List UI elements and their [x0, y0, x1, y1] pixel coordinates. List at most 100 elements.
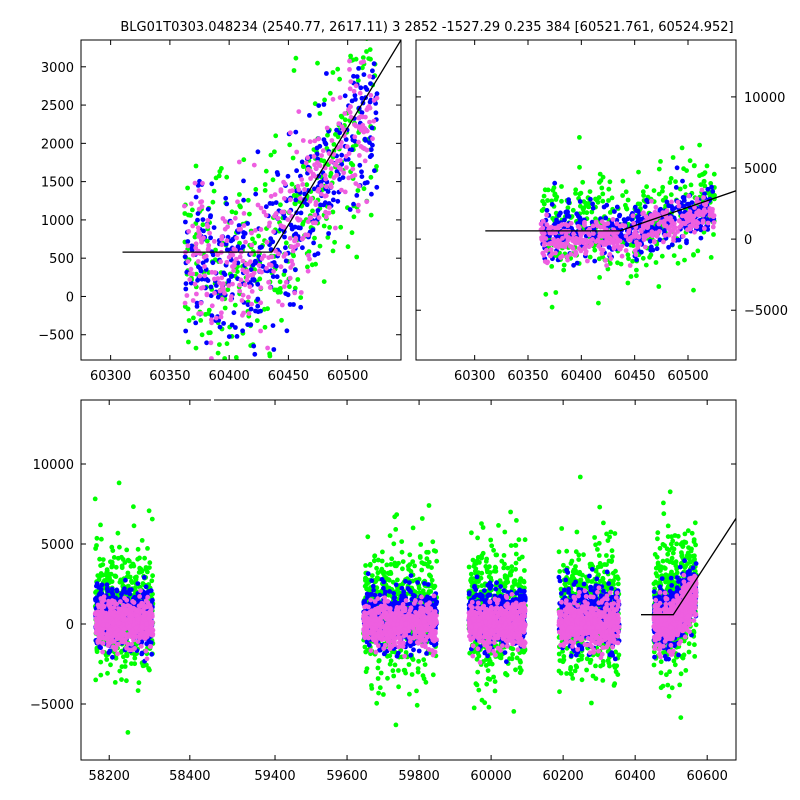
data-point-blue [217, 324, 223, 330]
data-point-green [698, 182, 704, 188]
data-point-green [132, 661, 138, 667]
data-point-green [272, 287, 278, 293]
data-point-magenta [671, 235, 676, 241]
data-point-green [190, 207, 195, 213]
data-point-green [132, 655, 138, 661]
data-point-green [267, 353, 273, 359]
data-point-magenta [100, 649, 105, 655]
data-point-blue [253, 191, 259, 197]
data-point-magenta [194, 291, 199, 297]
data-point-green [149, 516, 155, 522]
data-point-green [559, 184, 564, 189]
data-point-blue [552, 180, 558, 186]
data-point-magenta [633, 229, 638, 234]
data-point-magenta [700, 220, 706, 225]
data-point-blue [387, 589, 392, 594]
data-point-magenta [264, 239, 270, 245]
data-point-magenta [573, 235, 579, 241]
y-tick-label: −5000 [744, 304, 788, 319]
data-point-green [124, 547, 130, 553]
data-point-magenta [278, 188, 284, 194]
data-point-green [313, 261, 318, 267]
data-point-magenta [622, 223, 628, 229]
data-point-magenta [711, 220, 717, 226]
x-tick-label: 60300 [454, 369, 495, 384]
data-point-blue [273, 200, 279, 206]
data-point-blue [194, 304, 200, 309]
data-point-magenta [119, 613, 125, 619]
data-point-blue [296, 225, 301, 231]
data-point-magenta [261, 253, 267, 259]
data-point-green [327, 90, 333, 96]
data-point-magenta [368, 92, 374, 98]
data-point-magenta [126, 624, 132, 630]
data-point-magenta [242, 282, 248, 288]
data-point-magenta [617, 223, 623, 229]
data-point-magenta [94, 611, 99, 616]
panel-top-left: 60300 60350 60400 60450 60500−50005001000150… [38, 39, 402, 384]
data-point-magenta [649, 198, 654, 204]
data-point-magenta [310, 172, 316, 178]
x-tick-label: 60400 [208, 369, 249, 384]
data-point-magenta [652, 239, 657, 245]
data-point-magenta [241, 211, 247, 216]
data-point-magenta [568, 221, 574, 226]
data-point-green [272, 149, 277, 155]
data-point-magenta [623, 233, 629, 239]
data-point-green [298, 295, 304, 300]
data-point-blue [318, 202, 323, 208]
data-point-magenta [106, 641, 112, 646]
data-point-blue [372, 168, 377, 174]
data-point-magenta [348, 79, 354, 84]
data-point-magenta [308, 176, 313, 181]
data-point-green [708, 181, 714, 186]
data-point-magenta [539, 235, 544, 241]
data-point-blue [270, 201, 275, 207]
data-point-green [597, 171, 603, 177]
data-point-green [126, 558, 132, 564]
data-point-blue [229, 322, 235, 328]
data-point-magenta [319, 183, 324, 189]
data-point-green [682, 257, 687, 263]
data-point-green [112, 680, 118, 685]
data-point-magenta [196, 188, 202, 193]
data-point-blue [415, 580, 420, 585]
data-point-green [691, 287, 696, 293]
data-point-magenta [630, 213, 636, 219]
data-point-green [92, 496, 98, 502]
data-point-magenta [251, 162, 257, 168]
data-point-blue [343, 137, 349, 142]
data-point-magenta [101, 594, 107, 600]
data-point-blue [635, 218, 641, 224]
data-point-magenta [114, 613, 120, 619]
data-point-green [401, 667, 407, 673]
data-point-blue [282, 268, 288, 274]
data-point-blue [322, 140, 328, 146]
data-point-blue [263, 204, 269, 210]
data-point-magenta [237, 282, 243, 288]
data-point-blue [185, 239, 191, 244]
data-point-blue [135, 581, 141, 586]
data-point-magenta [206, 246, 211, 252]
data-point-magenta [641, 233, 647, 239]
data-point-magenta [207, 230, 213, 236]
data-point-magenta [225, 224, 231, 230]
data-point-blue [342, 93, 348, 99]
data-point-magenta [287, 209, 292, 215]
data-point-magenta [144, 621, 149, 627]
data-point-magenta [148, 644, 154, 649]
data-point-magenta [307, 215, 313, 221]
data-point-green [293, 55, 299, 61]
data-point-magenta [324, 125, 330, 131]
data-point-green [330, 209, 336, 215]
data-point-magenta [343, 153, 349, 159]
data-point-blue [698, 223, 703, 229]
data-point-green [651, 188, 657, 194]
data-point-magenta [311, 154, 317, 159]
data-point-blue [618, 232, 624, 237]
data-point-green [596, 256, 602, 262]
data-point-magenta [104, 614, 110, 620]
data-point-green [204, 238, 210, 244]
data-point-magenta [95, 640, 101, 645]
data-point-green [289, 181, 295, 187]
